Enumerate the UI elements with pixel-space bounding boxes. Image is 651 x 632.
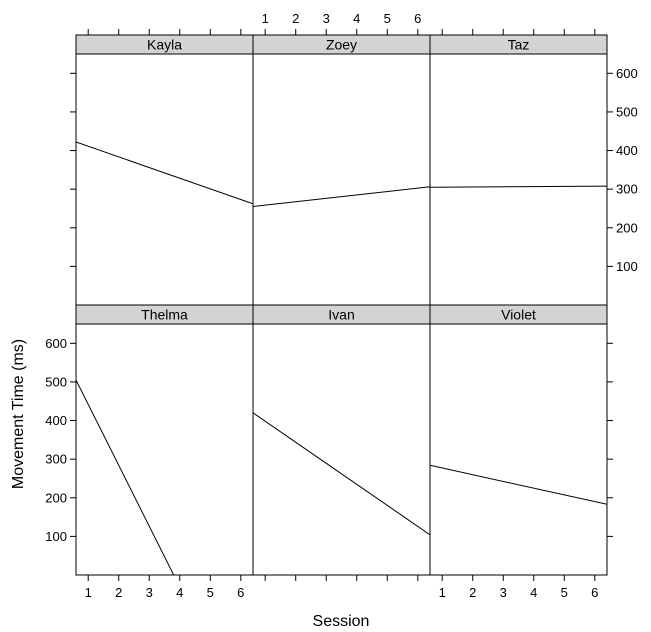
series-line-thelma (76, 379, 175, 575)
x-tick-label-top-1: 1 (262, 11, 269, 26)
x-tick-label-bottom-c3-4: 4 (530, 585, 537, 600)
x-tick-label-top-6: 6 (414, 11, 421, 26)
x-tick-label-bottom-c1-2: 2 (115, 585, 122, 600)
axes-layer: 1 2 3 4 5 6 1 2 3 4 5 6 1 2 3 4 5 6 100 200 300 400 500 600 100 2… (45, 11, 637, 600)
strip-label-violet: Violet (501, 307, 536, 323)
strip-label-taz: Taz (508, 37, 530, 53)
x-tick-label-bottom-c3-2: 2 (469, 585, 476, 600)
y-tick-label-left-200: 200 (45, 490, 67, 505)
x-tick-label-bottom-c1-4: 4 (176, 585, 183, 600)
panel-frame-violet (429, 323, 608, 576)
y-tick-label-left-300: 300 (45, 452, 67, 467)
panel-frame-zoey (252, 53, 431, 306)
series-line-violet (430, 464, 607, 505)
y-tick-label-left-400: 400 (45, 413, 67, 428)
x-tick-label-bottom-c1-5: 5 (207, 585, 214, 600)
y-tick-label-right-400: 400 (616, 143, 638, 158)
y-tick-label-right-100: 100 (616, 259, 638, 274)
panel-frame-kayla (75, 53, 254, 306)
strip-label-zoey: Zoey (326, 37, 357, 53)
series-line-kayla (76, 141, 253, 205)
series-line-ivan (253, 412, 430, 536)
strip-label-thelma: Thelma (141, 307, 188, 323)
x-tick-label-top-5: 5 (384, 11, 391, 26)
x-tick-label-bottom-c3-6: 6 (591, 585, 598, 600)
y-tick-label-right-600: 600 (616, 66, 638, 81)
y-tick-label-left-600: 600 (45, 336, 67, 351)
strip-label-kayla: Kayla (147, 37, 182, 53)
y-axis-title: Movement Time (ms) (10, 339, 27, 489)
series-line-zoey (253, 186, 430, 207)
x-tick-label-top-4: 4 (353, 11, 360, 26)
panel-frame-thelma (75, 323, 254, 576)
x-tick-label-bottom-c3-1: 1 (439, 585, 446, 600)
x-tick-label-bottom-c1-1: 1 (85, 585, 92, 600)
panels-layer: Kayla Zoey Taz Thelma Ivan Violet (75, 34, 608, 576)
panel-frame-ivan (252, 323, 431, 576)
x-tick-label-bottom-c3-3: 3 (500, 585, 507, 600)
strip-label-ivan: Ivan (328, 307, 354, 323)
x-tick-label-bottom-c1-3: 3 (146, 585, 153, 600)
y-tick-label-right-200: 200 (616, 220, 638, 235)
x-tick-label-bottom-c3-5: 5 (561, 585, 568, 600)
x-axis-title: Session (313, 613, 370, 630)
y-tick-label-right-500: 500 (616, 104, 638, 119)
series-line-taz (430, 185, 607, 188)
y-tick-label-right-300: 300 (616, 182, 638, 197)
x-tick-label-top-2: 2 (292, 11, 299, 26)
x-tick-label-top-3: 3 (323, 11, 330, 26)
x-tick-label-bottom-c1-6: 6 (237, 585, 244, 600)
y-tick-label-left-100: 100 (45, 529, 67, 544)
y-tick-label-left-500: 500 (45, 374, 67, 389)
panel-frame-taz (429, 53, 608, 306)
